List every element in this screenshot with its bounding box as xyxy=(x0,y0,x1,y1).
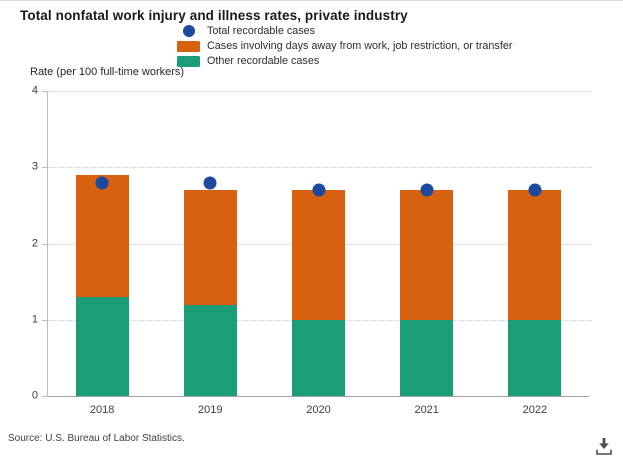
square-swatch xyxy=(177,40,200,52)
legend-circle-marker xyxy=(177,25,200,37)
bar-segment[interactable] xyxy=(508,190,562,320)
legend-item[interactable]: Cases involving days away from work, job… xyxy=(177,40,512,52)
total-cases-dot[interactable] xyxy=(528,183,542,197)
bar-segment[interactable] xyxy=(400,319,454,396)
y-tick-label: 0 xyxy=(31,389,38,402)
bar-segment[interactable] xyxy=(508,319,562,396)
legend-item[interactable]: Other recordable cases xyxy=(177,55,512,67)
y-tick-mark xyxy=(42,319,48,321)
total-cases-dot[interactable] xyxy=(420,183,434,197)
source-note: Source: U.S. Bureau of Labor Statistics. xyxy=(8,433,185,444)
bar-segment[interactable] xyxy=(75,296,129,396)
x-tick-label: 2020 xyxy=(306,404,331,416)
legend-item[interactable]: Total recordable cases xyxy=(177,25,512,37)
chart-legend: Total recordable cases Cases involving da… xyxy=(177,25,512,67)
y-gridline xyxy=(48,167,592,169)
y-tick-mark xyxy=(42,91,48,92)
y-tick-label: 1 xyxy=(31,313,38,326)
y-gridline xyxy=(48,91,592,92)
bar-segment[interactable] xyxy=(292,190,345,320)
y-tick-mark xyxy=(42,167,48,169)
circle-swatch xyxy=(182,25,195,37)
bar-segment[interactable] xyxy=(75,174,129,297)
legend-square-marker xyxy=(177,55,200,67)
legend-label: Cases involving days away from work, job… xyxy=(207,40,513,52)
bar-segment[interactable] xyxy=(183,304,237,396)
x-tick-label: 2022 xyxy=(522,404,548,416)
bar-segment[interactable] xyxy=(400,190,454,320)
x-tick-label: 2018 xyxy=(89,404,115,416)
y-tick-label: 2 xyxy=(31,236,38,249)
legend-square-marker xyxy=(177,40,200,52)
x-tick-label: 2019 xyxy=(198,404,223,416)
plot-area: 0 1 2 3 4 2018 2019 2020 2021 2022 xyxy=(32,84,592,416)
download-icon[interactable] xyxy=(592,436,616,457)
bar-segment[interactable] xyxy=(292,319,345,396)
legend-label: Total recordable cases xyxy=(207,25,316,37)
square-swatch xyxy=(177,55,200,67)
bar-segment[interactable] xyxy=(183,190,237,305)
y-axis-title: Rate (per 100 full-time workers) xyxy=(30,66,185,78)
x-tick-label: 2021 xyxy=(414,404,439,416)
y-tick-label: 4 xyxy=(31,84,38,97)
total-cases-dot[interactable] xyxy=(203,176,217,189)
chart-title: Total nonfatal work injury and illness r… xyxy=(20,8,408,23)
y-tick-mark xyxy=(42,396,48,397)
total-cases-dot[interactable] xyxy=(95,176,109,189)
legend-label: Other recordable cases xyxy=(207,55,320,67)
y-tick-label: 3 xyxy=(31,160,38,173)
y-tick-mark xyxy=(42,243,48,245)
total-cases-dot[interactable] xyxy=(312,183,325,197)
